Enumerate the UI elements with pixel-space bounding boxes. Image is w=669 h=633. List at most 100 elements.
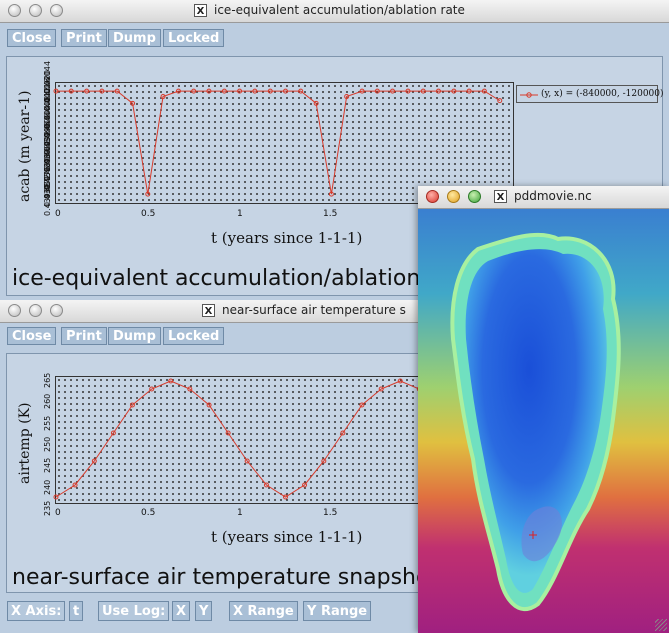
data-point [168,378,174,384]
title-bar[interactable]: X ice-equivalent accumulation/ablation r… [0,0,669,23]
close-button[interactable]: Close [7,29,57,47]
data-point [129,402,135,408]
data-point [420,88,426,94]
y-tick: 255 [43,415,52,431]
data-point [321,458,327,464]
zoom-dot-icon[interactable] [50,304,63,317]
x-tick: 1 [237,508,243,518]
data-point [110,430,116,436]
y-tick: 245 [43,458,52,474]
dump-button[interactable]: Dump [108,29,161,47]
data-point [206,88,212,94]
y-tick: 235 [43,500,52,516]
plot-caption: near-surface air temperature snapsho [12,565,430,590]
locked-button[interactable]: Locked [163,29,225,47]
data-point [72,482,78,488]
data-point [481,88,487,94]
greenland-map [450,232,621,612]
data-point [53,88,59,94]
data-point [114,88,120,94]
x-axis-selector[interactable]: t [69,601,84,621]
window-title: pddmovie.nc [514,189,592,203]
data-point [191,88,197,94]
plot-caption: ice-equivalent accumulation/ablation [12,266,421,291]
data-point [374,88,380,94]
data-point [359,402,365,408]
print-button[interactable]: Print [61,29,107,47]
data-point [390,88,396,94]
use-log-label-box: Use Log: [98,601,170,621]
x11-icon: X [194,4,207,17]
x-axis-label: t (years since 1-1-1) [211,229,363,247]
locked-button[interactable]: Locked [163,327,225,345]
zoom-dot-icon[interactable] [50,4,63,17]
x-tick: 0.5 [141,508,156,518]
resize-grip-icon[interactable] [655,619,667,631]
y-range-button[interactable]: Y Range [303,601,372,621]
data-point [206,402,212,408]
data-point [244,458,250,464]
x11-icon: X [202,304,215,317]
data-point [263,482,269,488]
x-tick: 0 [55,209,61,219]
data-point [283,88,288,94]
map-view[interactable] [418,209,669,633]
title-bar[interactable]: X pddmovie.nc [418,186,669,209]
y-tick: 0.44044 [43,60,52,94]
x-range-button[interactable]: X Range [229,601,298,621]
print-button[interactable]: Print [61,327,107,345]
y-tick: 260 [43,394,52,410]
plot-area[interactable] [53,82,514,204]
x-axis-label: t (years since 1-1-1) [211,528,363,546]
legend-label: (y, x) = (-840000, -120000) [541,89,664,99]
minimize-dot-icon[interactable] [447,190,460,203]
close-dot-icon[interactable] [8,4,21,17]
zoom-dot-icon[interactable] [468,190,481,203]
pddmovie-window: X pddmovie.nc [418,186,669,633]
use-log-y-toggle[interactable]: Y [195,601,213,621]
data-point [91,458,97,464]
close-button[interactable]: Close [7,327,57,345]
bottom-toolbar: X Axis: t Use Log: X Y X Range Y Range [0,596,669,633]
close-dot-icon[interactable] [8,304,21,317]
data-point [298,88,304,94]
data-point [313,100,319,106]
use-log-x-toggle[interactable]: X [172,601,191,621]
data-point [221,88,227,94]
x-tick: 1.5 [323,508,338,518]
data-point [435,88,441,94]
data-point [451,88,457,94]
data-point [397,378,403,384]
data-point [160,94,166,100]
data-point [359,88,365,94]
data-point [283,494,288,500]
data-point [99,88,105,94]
use-log-caption: Use Log: [102,604,166,619]
close-dot-icon[interactable] [426,190,439,203]
data-point [130,100,136,106]
y-tick: 240 [43,479,52,495]
data-point [340,430,346,436]
data-point [187,386,193,392]
series-line [56,90,501,195]
data-point [302,482,308,488]
x-tick: 0.5 [141,209,156,219]
y-axis-label: acab (m year-1) [17,90,33,202]
location-marker-icon [529,531,537,539]
acab-window: X ice-equivalent accumulation/ablation r… [0,0,669,300]
dump-button[interactable]: Dump [108,327,161,345]
plot-panel: acab (m year-1) 0.43968 0.43972 0.43976 0.4… [6,56,664,296]
x-tick: 0 [55,508,61,518]
legend: (y, x) = (-840000, -120000) [516,85,664,103]
data-point [237,88,243,94]
data-point [225,430,231,436]
data-point [267,88,273,94]
data-point [344,94,350,100]
minimize-dot-icon[interactable] [29,304,42,317]
data-point [497,98,503,104]
window-title: near-surface air temperature s [222,303,406,317]
data-point [84,88,90,94]
minimize-dot-icon[interactable] [29,4,42,17]
x-tick: 1 [237,209,243,219]
data-point [405,88,411,94]
